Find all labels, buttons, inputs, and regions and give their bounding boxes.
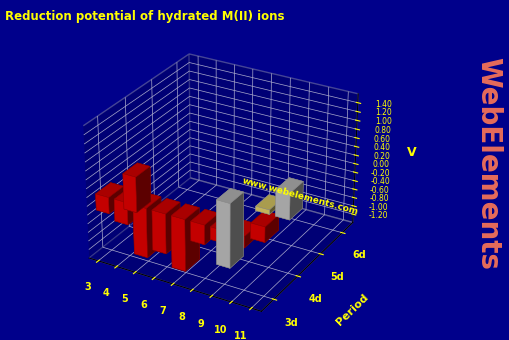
Text: WebElements: WebElements [473,57,501,270]
Text: Reduction potential of hydrated M(II) ions: Reduction potential of hydrated M(II) io… [5,10,284,23]
Y-axis label: Period: Period [334,292,370,328]
